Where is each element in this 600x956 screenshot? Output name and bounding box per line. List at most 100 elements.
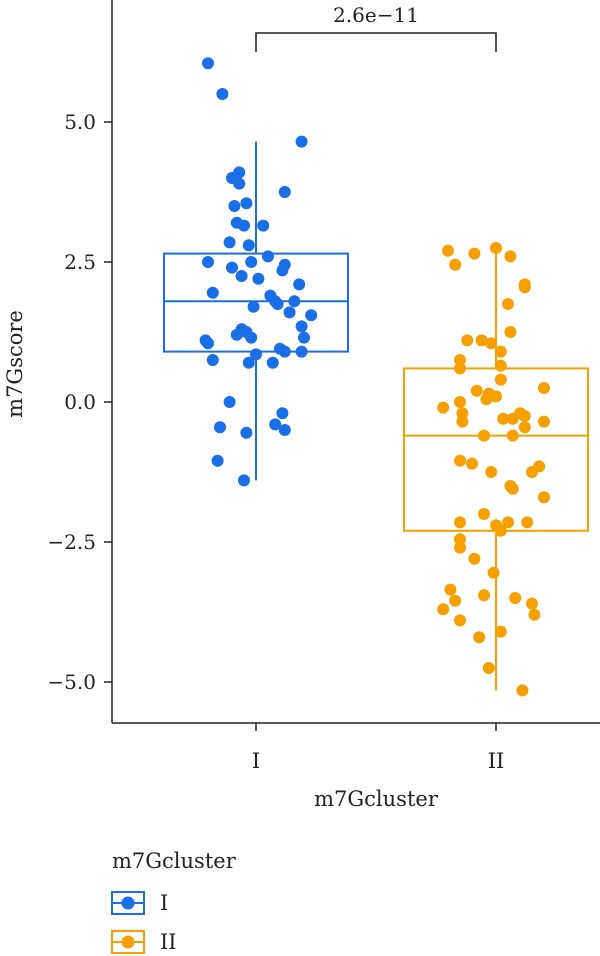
data-point [521,516,534,529]
data-point [295,345,308,358]
data-point [283,306,296,319]
data-point [490,390,502,403]
y-tick-label: 0.0 [64,390,96,414]
data-point [506,482,519,495]
data-point [538,382,550,394]
data-point [305,309,318,322]
legend-label: II [160,930,177,954]
data-point [226,172,238,184]
x-axis-title: m7Gcluster [314,787,439,811]
data-point [494,373,507,386]
data-point [494,345,507,358]
data-point [247,300,260,313]
data-point [470,384,483,397]
data-point [262,250,274,263]
data-point [487,566,500,579]
significance-bracket: 2.6e−11 [255,3,497,52]
data-point [456,415,469,428]
data-point [475,334,488,347]
x-tick-label: II [488,749,505,773]
data-point [252,272,265,285]
data-point [298,331,310,344]
data-point [444,583,457,596]
data-point [206,286,219,299]
data-point [295,320,308,333]
data-point [473,631,486,644]
data-point [461,334,474,347]
data-point [437,603,450,616]
data-point [456,407,469,420]
data-point [276,264,289,277]
data-point [509,592,522,604]
data-point [454,454,466,467]
data-point [538,491,550,504]
data-point [449,258,462,271]
data-point [454,396,466,408]
data-point [504,250,517,263]
data-point [518,410,531,422]
data-point [454,614,466,627]
data-point [526,597,538,610]
data-point [478,589,490,602]
data-point [240,426,253,439]
points [199,57,550,697]
data-point [504,326,517,338]
data-point [240,197,253,210]
y-ticks: 5.0 2.5 0.0 −2.5 −5.0 [47,110,112,694]
legend-item: II [111,930,177,954]
legend-key-dot [121,896,135,910]
data-point [490,242,502,254]
data-point [526,466,538,478]
data-point [506,412,519,425]
data-point [202,57,214,70]
data-point [454,516,466,529]
data-point [278,424,291,436]
data-point [494,359,507,372]
significance-line [255,32,497,52]
data-point [449,594,462,607]
data-point [516,684,529,697]
data-point [478,429,490,442]
data-point [480,393,493,406]
data-point [269,418,282,431]
data-point [242,239,255,252]
data-point [250,348,262,361]
data-point [278,186,291,198]
data-point [466,457,478,470]
legend-key-dot [121,935,135,949]
legend-item: I [111,891,168,915]
data-point [245,331,258,344]
data-point [278,345,291,358]
data-point [242,356,255,369]
data-point [502,516,514,529]
data-point [216,88,229,100]
data-point [454,533,466,546]
data-point [468,552,481,565]
data-point [238,474,250,487]
legend: m7Gcluster III [111,849,237,954]
legend-title: m7Gcluster [112,849,237,873]
data-point [538,415,550,428]
x-ticks: I II [252,723,504,773]
data-point [288,295,301,308]
data-point [238,219,250,232]
y-tick-label: −2.5 [47,530,96,554]
data-point [454,362,466,375]
data-point [202,337,214,350]
data-point [482,662,495,674]
data-point [454,541,466,554]
legend-entries: III [111,891,177,954]
significance-label: 2.6e−11 [333,3,419,27]
data-point [485,337,498,350]
y-tick-label: 2.5 [64,250,96,274]
data-point [202,256,214,268]
data-point [502,298,514,310]
data-point [518,281,531,294]
data-point [497,412,510,425]
data-point [293,278,306,291]
data-point [454,354,466,366]
data-point [442,244,454,257]
data-point [245,256,258,268]
data-point [485,466,498,478]
